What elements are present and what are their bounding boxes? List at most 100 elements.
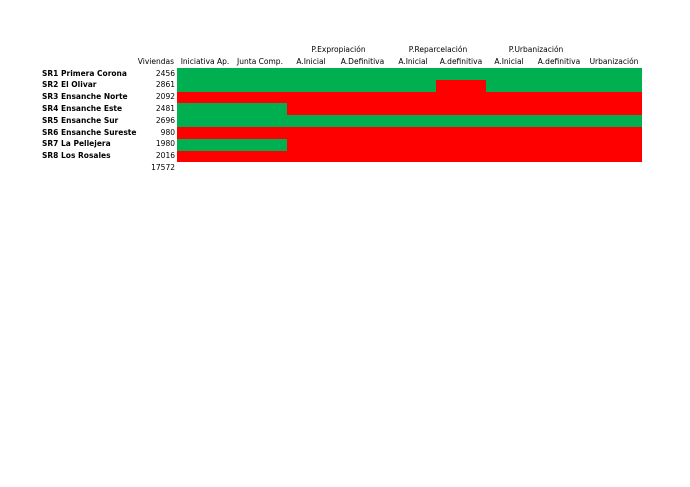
- status-cell: [436, 115, 486, 127]
- status-cell: [177, 103, 233, 116]
- status-cell: [177, 115, 233, 127]
- status-cell: [233, 150, 287, 163]
- row-count: 2456: [155, 68, 175, 78]
- status-cell: [436, 138, 486, 151]
- status-cell: [486, 127, 532, 139]
- status-cell: [486, 79, 532, 92]
- status-cell: [586, 103, 642, 116]
- status-cell: [287, 115, 335, 127]
- row-label: SR1 Primera Corona: [42, 68, 127, 78]
- total: 17572: [151, 163, 175, 173]
- status-cell: [287, 79, 335, 92]
- row-label: SR8 Los Rosales: [42, 151, 111, 161]
- status-cell: [586, 150, 642, 163]
- status-cell: [532, 127, 586, 139]
- group-header: P.Expropiación: [311, 45, 366, 54]
- status-cell: [436, 91, 486, 104]
- row-count: 2016: [155, 151, 175, 161]
- status-cell: [532, 103, 586, 116]
- status-cell: [335, 138, 390, 151]
- row-label: SR6 Ensanche Sureste: [42, 127, 137, 137]
- row-label: SR4 Ensanche Este: [42, 103, 123, 113]
- status-cell: [532, 91, 586, 104]
- row-count: 2092: [155, 92, 175, 102]
- row-count: 2696: [155, 115, 175, 125]
- status-cell: [335, 68, 390, 80]
- row-label: SR5 Ensanche Sur: [42, 115, 119, 125]
- column-header: Junta Comp.: [237, 57, 283, 66]
- column-header: A.definitiva: [439, 57, 483, 66]
- status-cell: [287, 103, 335, 116]
- status-cell: [177, 79, 233, 92]
- status-cell: [177, 68, 233, 80]
- status-cell: [586, 79, 642, 92]
- status-cell: [586, 68, 642, 80]
- status-cell: [233, 103, 287, 116]
- status-cell: [390, 150, 436, 163]
- status-cell: [233, 68, 287, 80]
- status-cell: [436, 127, 486, 139]
- status-cell: [287, 138, 335, 151]
- group-header: P.Reparcelación: [408, 45, 468, 54]
- status-cell: [287, 150, 335, 163]
- row-count: 980: [160, 127, 175, 137]
- status-cell: [486, 103, 532, 116]
- status-cell: [486, 138, 532, 151]
- row-label: SR2 El Olivar: [42, 80, 97, 90]
- status-cell: [486, 91, 532, 104]
- status-cell: [532, 115, 586, 127]
- status-cell: [532, 138, 586, 151]
- status-cell: [390, 68, 436, 80]
- column-header: A.Inicial: [398, 57, 428, 66]
- status-cell: [233, 127, 287, 139]
- column-header: Urbanización: [589, 57, 639, 66]
- status-cell: [335, 79, 390, 92]
- status-cell: [436, 79, 486, 92]
- column-header: Iniciativa Ap.: [180, 57, 230, 66]
- row-count: 2481: [155, 103, 175, 113]
- status-cell: [586, 127, 642, 139]
- status-cell: [287, 91, 335, 104]
- status-cell: [532, 79, 586, 92]
- status-cell: [177, 91, 233, 104]
- status-cell: [586, 115, 642, 127]
- status-cell: [287, 127, 335, 139]
- status-cell: [390, 127, 436, 139]
- status-cell: [532, 150, 586, 163]
- column-header: A.Definitiva: [340, 57, 385, 66]
- status-cell: [486, 115, 532, 127]
- status-cell: [233, 79, 287, 92]
- status-cell: [233, 138, 287, 151]
- status-cell: [586, 138, 642, 151]
- status-cell: [390, 91, 436, 104]
- status-cell: [390, 115, 436, 127]
- row-count: 2861: [155, 80, 175, 90]
- status-cell: [335, 91, 390, 104]
- status-cell: [177, 150, 233, 163]
- status-cell: [233, 91, 287, 104]
- status-cell: [486, 68, 532, 80]
- status-cell: [532, 68, 586, 80]
- status-cell: [233, 115, 287, 127]
- status-cell: [177, 138, 233, 151]
- status-cell: [586, 91, 642, 104]
- column-header: Viviendas: [137, 57, 174, 66]
- group-header: P.Urbanización: [508, 45, 564, 54]
- status-cell: [436, 68, 486, 80]
- status-cell: [436, 103, 486, 116]
- status-cell: [335, 115, 390, 127]
- column-header: A.Inicial: [296, 57, 326, 66]
- status-cell: [390, 138, 436, 151]
- status-cell: [177, 127, 233, 139]
- row-count: 1980: [155, 139, 175, 149]
- status-cell: [486, 150, 532, 163]
- row-label: SR3 Ensanche Norte: [42, 92, 128, 102]
- column-header: A.definitiva: [537, 57, 581, 66]
- status-cell: [335, 103, 390, 116]
- column-header: A.Inicial: [494, 57, 524, 66]
- row-label: SR7 La Pellejera: [42, 139, 111, 149]
- status-cell: [335, 150, 390, 163]
- status-cell: [335, 127, 390, 139]
- status-cell: [390, 79, 436, 92]
